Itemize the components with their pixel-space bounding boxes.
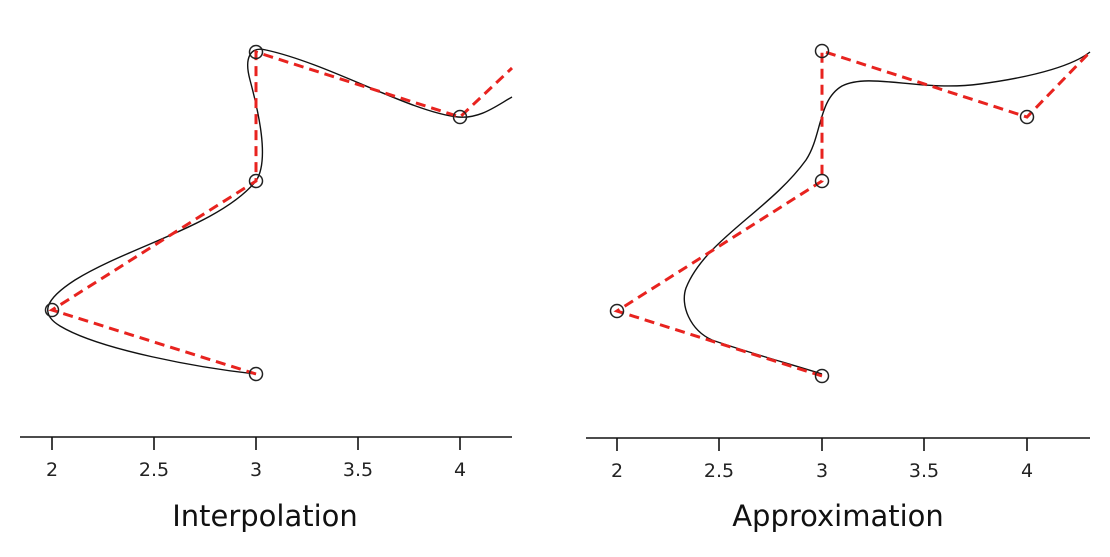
x-tick-label: 2 xyxy=(46,459,58,481)
x-tick-label: 3.5 xyxy=(343,459,373,481)
x-axis: 2 2.5 3 3.5 4 xyxy=(586,437,1090,482)
panel-interpolation: 2 2.5 3 3.5 4 Interpolation xyxy=(20,44,514,533)
x-tick-label: 3 xyxy=(816,460,828,482)
approximation-curve xyxy=(683,51,1091,375)
x-tick-label: 2.5 xyxy=(704,460,734,482)
control-point xyxy=(814,43,830,59)
panel-approximation: 2 2.5 3 3.5 4 Approximation xyxy=(586,43,1092,533)
control-point xyxy=(452,109,468,125)
x-tick-label: 3 xyxy=(250,459,262,481)
x-tick-label: 2.5 xyxy=(139,459,169,481)
control-point xyxy=(248,44,264,60)
panel-title: Approximation xyxy=(732,499,944,533)
control-point xyxy=(44,302,60,318)
panel-title: Interpolation xyxy=(172,499,358,533)
x-axis: 2 2.5 3 3.5 4 xyxy=(20,436,512,481)
x-tick-label: 3.5 xyxy=(909,460,939,482)
control-point xyxy=(814,173,830,189)
interpolation-curve xyxy=(47,48,513,375)
x-tick-label: 4 xyxy=(454,459,466,481)
control-point xyxy=(609,303,625,319)
interpolation-control-polygon xyxy=(48,49,514,376)
control-point xyxy=(814,368,830,384)
control-point xyxy=(248,366,264,382)
approximation-control-polygon xyxy=(613,48,1092,378)
control-point xyxy=(248,173,264,189)
x-tick-label: 4 xyxy=(1021,460,1033,482)
x-tick-label: 2 xyxy=(611,460,623,482)
control-point xyxy=(1019,109,1035,125)
